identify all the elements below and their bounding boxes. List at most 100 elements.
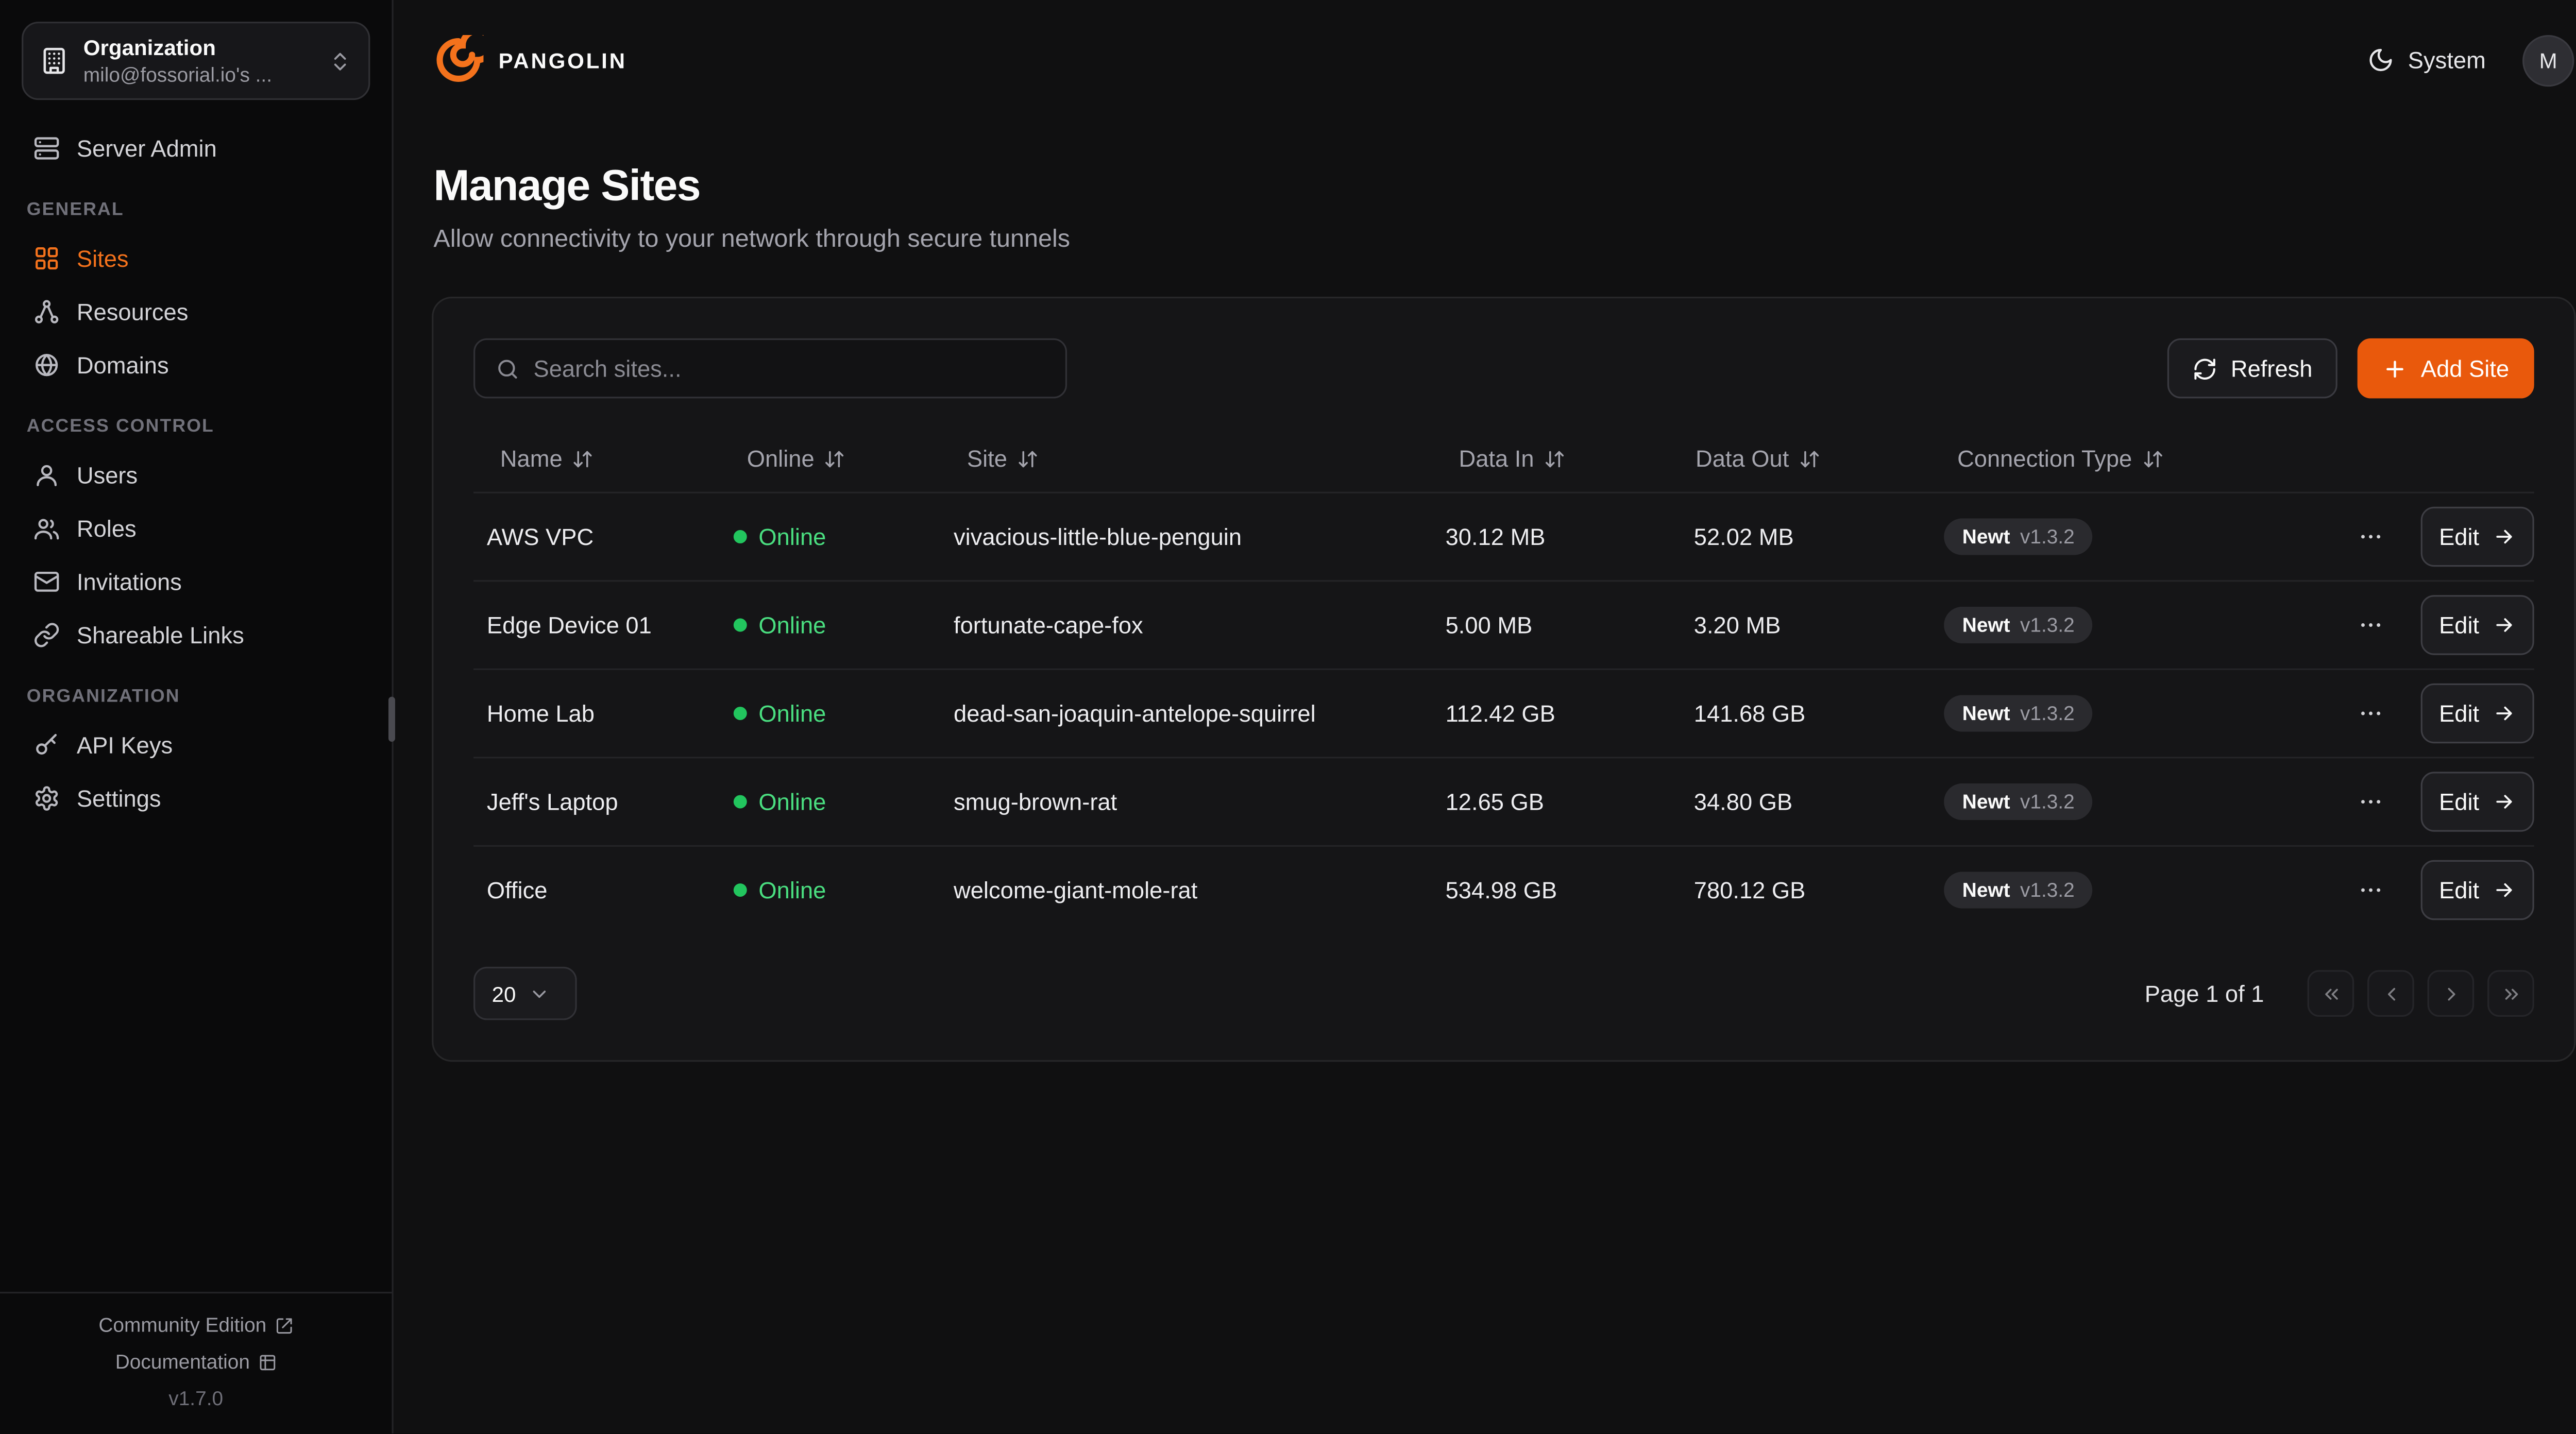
user-icon [33, 462, 60, 488]
table-row: Jeff's Laptop Online smug-brown-rat 12.6… [473, 757, 2534, 845]
data-out-cell: 3.20 MB [1693, 611, 1781, 639]
column-header-data-out[interactable]: Data Out [1669, 445, 1930, 472]
search-icon [495, 356, 520, 381]
row-actions-button[interactable] [2337, 687, 2404, 740]
sidebar-item-resources[interactable]: Resources [20, 287, 372, 337]
main-content: PANGOLIN System M Manage Sites Allow con… [394, 0, 2576, 1433]
sidebar-item-label: Roles [76, 515, 137, 542]
table-row: Edge Device 01 Online fortunate-cape-fox… [473, 580, 2534, 669]
sidebar-item-roles[interactable]: Roles [20, 503, 372, 553]
org-switcher-value: milo@fossorial.io's ... [83, 63, 273, 87]
sites-grid-icon [33, 245, 60, 272]
data-in-cell: 12.65 GB [1445, 788, 1545, 815]
table-header: Name Online Site Data In [473, 425, 2534, 491]
pager-buttons [2307, 970, 2534, 1017]
theme-label: System [2408, 46, 2486, 74]
chevrons-right-icon [2500, 983, 2521, 1004]
sidebar-resize-handle[interactable] [388, 696, 395, 742]
site-slug-cell: dead-san-joaquin-antelope-squirrel [953, 700, 1316, 727]
plus-icon [2382, 356, 2408, 381]
site-name-cell: AWS VPC [486, 523, 594, 550]
column-header-data-in[interactable]: Data In [1432, 445, 1669, 472]
last-page-button[interactable] [2487, 970, 2534, 1017]
community-edition-link[interactable]: Community Edition [16, 1313, 375, 1337]
online-label: Online [758, 788, 826, 815]
sidebar-item-server-admin[interactable]: Server Admin [20, 123, 372, 173]
connection-type-cell: Newt v1.3.2 [1930, 783, 2224, 821]
sort-icon [1017, 448, 1039, 469]
row-actions-button[interactable] [2337, 510, 2404, 564]
edit-button[interactable]: Edit [2420, 506, 2534, 567]
column-header-site[interactable]: Site [940, 445, 1432, 472]
sidebar-item-sites[interactable]: Sites [20, 233, 372, 283]
sidebar-footer: Community Edition Documentation v1.7.0 [0, 1291, 392, 1433]
data-in-cell: 112.42 GB [1445, 700, 1555, 727]
online-label: Online [758, 877, 826, 903]
row-actions-button[interactable] [2337, 863, 2404, 917]
theme-toggle-button[interactable]: System [2368, 46, 2486, 74]
online-dot-icon [733, 707, 747, 720]
row-actions-button[interactable] [2337, 599, 2404, 652]
connection-name: Newt [1962, 878, 2010, 902]
online-dot-icon [733, 795, 747, 809]
first-page-button[interactable] [2307, 970, 2354, 1017]
edit-button[interactable]: Edit [2420, 595, 2534, 655]
chevrons-left-icon [2320, 983, 2342, 1004]
sidebar-item-label: Users [76, 462, 138, 489]
pangolin-logo-icon [433, 35, 484, 85]
external-link-icon [275, 1316, 293, 1335]
sidebar-item-shareable-links[interactable]: Shareable Links [20, 610, 372, 660]
card-toolbar: Refresh Add Site [473, 338, 2534, 399]
connection-badge: Newt v1.3.2 [1944, 518, 2093, 555]
data-out-cell: 141.68 GB [1693, 700, 1806, 727]
app-version: v1.7.0 [168, 1387, 224, 1410]
column-header-connection-type[interactable]: Connection Type [1930, 445, 2224, 472]
topbar: PANGOLIN System M [394, 0, 2576, 120]
edit-button[interactable]: Edit [2420, 772, 2534, 832]
key-icon [33, 732, 60, 759]
sidebar-item-domains[interactable]: Domains [20, 340, 372, 390]
edit-button[interactable]: Edit [2420, 860, 2534, 920]
section-label-general: General [26, 200, 124, 220]
prev-page-button[interactable] [2367, 970, 2414, 1017]
search-input[interactable] [533, 355, 1045, 382]
connection-badge: Newt v1.3.2 [1944, 695, 2093, 732]
next-page-button[interactable] [2427, 970, 2475, 1017]
sidebar-item-invitations[interactable]: Invitations [20, 557, 372, 607]
table-row: AWS VPC Online vivacious-little-blue-pen… [473, 491, 2534, 581]
brand: PANGOLIN [433, 35, 626, 85]
link-icon [33, 622, 60, 648]
refresh-label: Refresh [2230, 355, 2313, 382]
table-row: Home Lab Online dead-san-joaquin-antelop… [473, 668, 2534, 757]
edit-button[interactable]: Edit [2420, 683, 2534, 744]
toolbar-actions: Refresh Add Site [2167, 338, 2534, 399]
online-dot-icon [733, 883, 747, 897]
waypoints-icon [33, 298, 60, 325]
chevrons-up-down-icon [328, 49, 351, 72]
table-row: Office Online welcome-giant-mole-rat 534… [473, 845, 2534, 934]
user-avatar[interactable]: M [2522, 34, 2574, 86]
documentation-link[interactable]: Documentation [16, 1350, 375, 1373]
page-size-value: 20 [492, 981, 516, 1006]
site-slug-cell: fortunate-cape-fox [953, 611, 1143, 639]
connection-version: v1.3.2 [2020, 525, 2075, 549]
ellipsis-icon [2358, 612, 2384, 639]
column-header-name[interactable]: Name [473, 445, 720, 472]
sidebar-item-users[interactable]: Users [20, 450, 372, 500]
sidebar-item-settings[interactable]: Settings [20, 774, 372, 824]
refresh-button[interactable]: Refresh [2167, 338, 2338, 399]
column-header-online[interactable]: Online [720, 445, 940, 472]
edit-label: Edit [2439, 877, 2480, 903]
data-in-cell: 30.12 MB [1445, 523, 1546, 550]
column-label: Data In [1459, 445, 1534, 472]
org-switcher[interactable]: Organization milo@fossorial.io's ... [22, 22, 370, 100]
connection-type-cell: Newt v1.3.2 [1930, 872, 2224, 909]
add-site-button[interactable]: Add Site [2357, 338, 2534, 399]
page-subtitle: Allow connectivity to your network throu… [433, 225, 1071, 253]
sidebar-item-label: Server Admin [76, 135, 217, 162]
sidebar-item-api-keys[interactable]: API Keys [20, 720, 372, 770]
page-size-select[interactable]: 20 [473, 966, 577, 1020]
connection-name: Newt [1962, 790, 2010, 814]
row-actions-button[interactable] [2337, 775, 2404, 829]
site-slug-cell: smug-brown-rat [953, 788, 1117, 815]
